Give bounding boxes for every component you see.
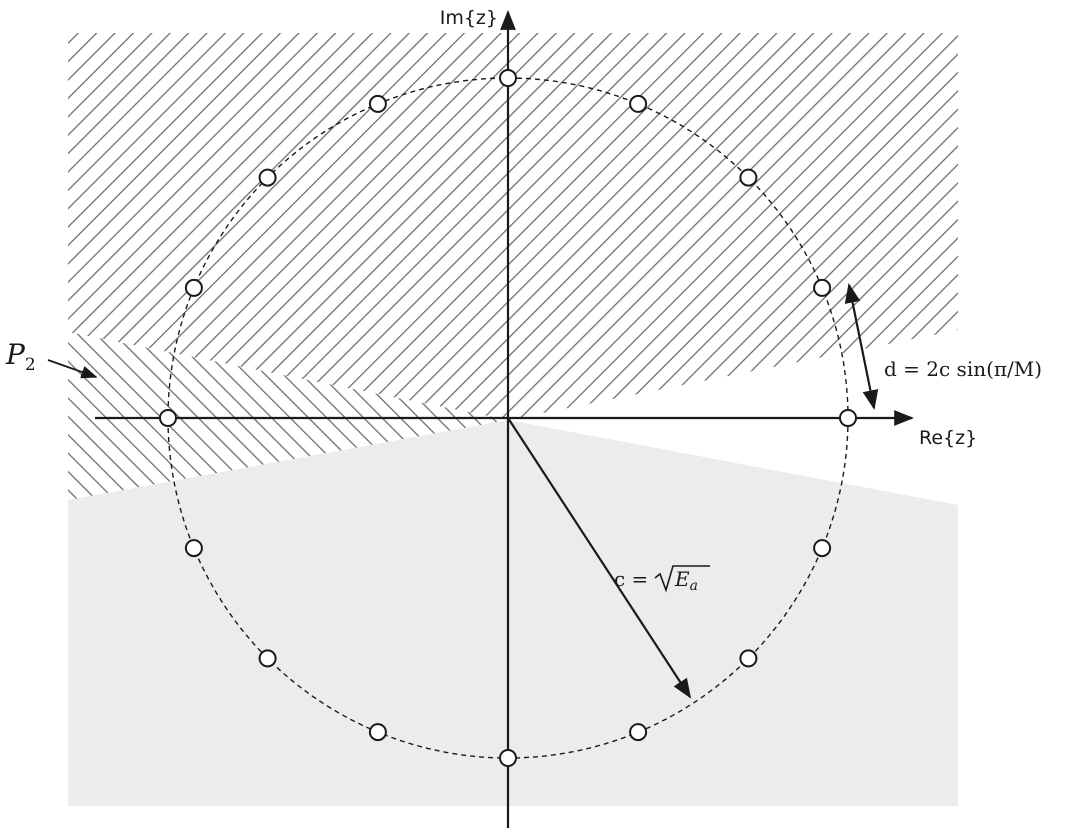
p2-crosshatch-region bbox=[68, 332, 508, 500]
constellation-point bbox=[499, 749, 517, 767]
constellation-point bbox=[368, 723, 387, 742]
constellation-point bbox=[813, 278, 832, 297]
constellation-point bbox=[184, 278, 203, 297]
distance-arrow bbox=[844, 283, 879, 410]
upper-hatched-region bbox=[68, 33, 958, 420]
constellation-points bbox=[159, 69, 857, 767]
constellation-point bbox=[739, 168, 758, 187]
constellation-point bbox=[499, 69, 517, 87]
p2-letter: P bbox=[5, 338, 26, 371]
constellation-point bbox=[184, 539, 203, 558]
constellation-point bbox=[839, 409, 857, 427]
real-axis-label: Re{z} bbox=[919, 427, 977, 449]
constellation-point bbox=[368, 94, 387, 113]
radius-formula-label: c = Ea bbox=[614, 565, 710, 594]
p2-label: P2 bbox=[5, 338, 36, 375]
constellation-point bbox=[629, 723, 648, 742]
constellation-point bbox=[629, 94, 648, 113]
constellation-point bbox=[258, 168, 277, 187]
distance-formula-label: d = 2c sin(π/M) bbox=[884, 357, 1042, 381]
radius-lhs: c = bbox=[614, 567, 648, 591]
radius-arrow bbox=[507, 417, 692, 699]
constellation-point bbox=[159, 409, 177, 427]
p2-pointer-arrow bbox=[47, 359, 98, 379]
constellation-point bbox=[739, 649, 758, 668]
constellation-point bbox=[813, 539, 832, 558]
constellation-point bbox=[258, 649, 277, 668]
lower-shaded-region bbox=[68, 420, 958, 806]
sqrt-symbol bbox=[654, 565, 710, 593]
p2-subscript: 2 bbox=[25, 355, 36, 375]
radius-radicand: Ea bbox=[674, 567, 698, 594]
imag-axis-label: Im{z} bbox=[440, 7, 498, 29]
